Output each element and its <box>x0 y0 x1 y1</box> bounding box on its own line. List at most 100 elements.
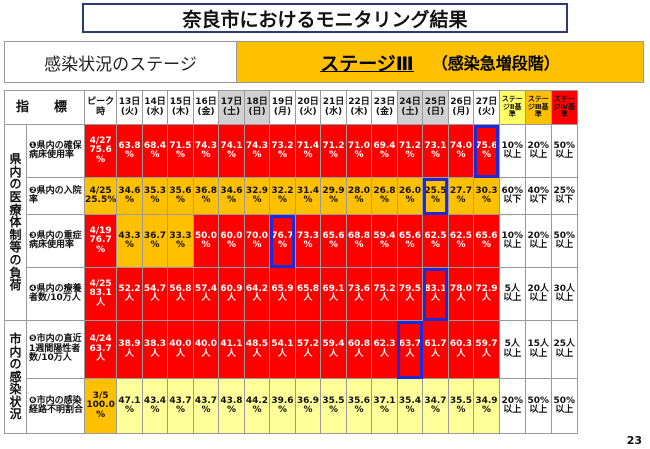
header-date-day: 16日 <box>195 97 217 108</box>
category-label: 県内の医療体制等の負荷 <box>4 124 27 321</box>
data-cell: 76.7 % <box>269 214 296 268</box>
page-title: 奈良市におけるモニタリング結果 <box>82 3 568 33</box>
header-date-day: 22日 <box>348 97 370 108</box>
header-date-day: 17日 <box>220 97 243 108</box>
header-date-day: 24日 <box>399 97 421 108</box>
header-date: 13日 (火) <box>116 90 143 125</box>
data-cell: 47.1 % <box>116 378 143 434</box>
data-cell: 75.2 人 <box>371 267 398 321</box>
indicator-text: 県内の入院率 <box>29 185 82 205</box>
indicator-number: ❷ <box>29 185 37 196</box>
data-cell: 56.8 人 <box>167 267 194 321</box>
data-cell: 59.4 人 <box>320 320 347 379</box>
threshold-cell: 20% 以上 <box>498 378 526 434</box>
data-cell: 73.6 人 <box>345 267 373 321</box>
data-cell: 59.4 % <box>371 214 398 268</box>
data-cell: 36.7 % <box>141 214 169 268</box>
data-cell: 65.9 人 <box>269 267 296 321</box>
data-cell: 35.6 % <box>345 378 373 434</box>
data-cell: 38.3 人 <box>141 320 169 379</box>
data-cell: 74.3 % <box>192 124 220 178</box>
data-cell: 59.7 人 <box>473 320 500 379</box>
data-cell: 65.6 % <box>320 214 347 268</box>
data-cell: 70.0 % <box>243 214 271 268</box>
header-date: 23日 (金) <box>371 90 398 125</box>
indicator-number: ❻ <box>29 395 37 406</box>
data-cell: 74.1 % <box>218 124 245 178</box>
threshold-cell: 30人 以上 <box>550 267 578 321</box>
data-cell: 60.8 人 <box>345 320 373 379</box>
indicator-number: ❸ <box>29 230 37 241</box>
threshold-cell: 50% 以上 <box>524 378 552 434</box>
data-cell: 36.8 % <box>192 177 220 215</box>
data-cell: 40.0 人 <box>192 320 220 379</box>
header-date-dow: (土) <box>401 106 419 117</box>
header-date: 24日 (土) <box>396 90 424 125</box>
peak-value: 3/5 100.0 % <box>83 378 118 434</box>
threshold-cell: 20% 以上 <box>524 214 552 268</box>
data-cell: 54.1 人 <box>269 320 296 379</box>
table-row: ❻市内の感染経路不明割合 3/5 100.0 % 47.1 % 43.4 % 43.7 … <box>5 378 578 434</box>
header-date: 25日 (日) <box>422 90 449 125</box>
header-date-day: 18日 <box>246 97 268 108</box>
header-date: 16日 (金) <box>192 90 220 125</box>
peak-value: 4/25 25.5% <box>83 177 118 215</box>
data-cell: 48.5 人 <box>243 320 271 379</box>
data-cell: 73.1 % <box>422 124 449 178</box>
header-date-day: 14日 <box>144 97 166 108</box>
data-cell: 71.4 % <box>294 124 322 178</box>
stage-sub: （感染急増段階） <box>431 54 560 73</box>
data-cell: 29.9 % <box>320 177 347 215</box>
category-label: 市内の感染状況 <box>4 320 27 434</box>
data-cell: 62.3 人 <box>371 320 398 379</box>
table-row: ❷県内の入院率 4/25 25.5% 34.6 % 35.3 % 35.6 % 36.8 … <box>5 177 578 215</box>
header-date: 20日 (火) <box>294 90 322 125</box>
data-cell: 74.3 % <box>243 124 271 178</box>
data-cell: 63.8 % <box>116 124 143 178</box>
header-indicator: 指 標 <box>4 90 85 125</box>
header-date-day: 20日 <box>297 97 319 108</box>
header-date-dow: (月) <box>273 106 292 117</box>
data-cell: 43.3 % <box>116 214 143 268</box>
data-cell: 65.6 % <box>396 214 424 268</box>
table-row: ❸県内の重症病床使用率 4/19 76.7 % 43.3 % 36.7 % 33.3 %… <box>5 214 578 268</box>
peak-value: 4/24 63.7 人 <box>83 320 118 379</box>
data-cell: 44.2 % <box>243 378 271 434</box>
data-cell: 61.7 人 <box>422 320 449 379</box>
data-cell: 43.7 % <box>192 378 220 434</box>
threshold-cell: 50% 以上 <box>550 378 578 434</box>
data-cell: 60.3 人 <box>447 320 475 379</box>
header-date: 18日 (日) <box>243 90 271 125</box>
data-cell: 50.0 % <box>192 214 220 268</box>
threshold-cell: 50% 以上 <box>550 124 578 178</box>
data-cell: 65.6 % <box>473 214 500 268</box>
indicator-text: 県内の確保病床使用率 <box>29 140 82 160</box>
indicator-label: ❻市内の感染経路不明割合 <box>26 378 85 434</box>
data-cell: 71.2 % <box>396 124 424 178</box>
header-row: 指 標ピーク時 13日 (火) 14日 (水) 15日 (木) 16日 (金) 17日 (土) 18日… <box>4 90 578 125</box>
indicator-text: 県内の重症病床使用率 <box>29 230 82 250</box>
data-cell: 34.7 % <box>422 378 449 434</box>
header-date-dow: (日) <box>248 106 266 117</box>
header-peak: ピーク時 <box>83 90 118 125</box>
header-date-dow: (土) <box>222 106 241 117</box>
indicator-text: 市内の感染経路不明割合 <box>29 395 84 415</box>
data-cell: 75.6 % <box>473 124 500 178</box>
header-date-dow: (日) <box>426 106 445 117</box>
header-threshold: ステージⅣ基準 <box>550 90 578 125</box>
peak-value: 4/27 75.6 % <box>83 124 118 178</box>
threshold-cell: 25% 以下 <box>550 177 578 215</box>
data-cell: 69.1 人 <box>320 267 347 321</box>
header-threshold: ステージⅡ基準 <box>498 90 526 125</box>
data-cell: 39.6 % <box>269 378 296 434</box>
data-cell: 25.5 % <box>422 177 449 215</box>
indicator-number: ❶ <box>29 140 37 151</box>
data-cell: 52.2 人 <box>116 267 143 321</box>
header-date-day: 23日 <box>373 97 396 108</box>
data-cell: 60.9 人 <box>218 267 245 321</box>
data-cell: 35.3 % <box>141 177 169 215</box>
threshold-cell: 20人 以上 <box>524 267 552 321</box>
data-cell: 27.7 % <box>447 177 475 215</box>
threshold-cell: 10% 以上 <box>498 214 526 268</box>
data-cell: 37.1 % <box>371 378 398 434</box>
